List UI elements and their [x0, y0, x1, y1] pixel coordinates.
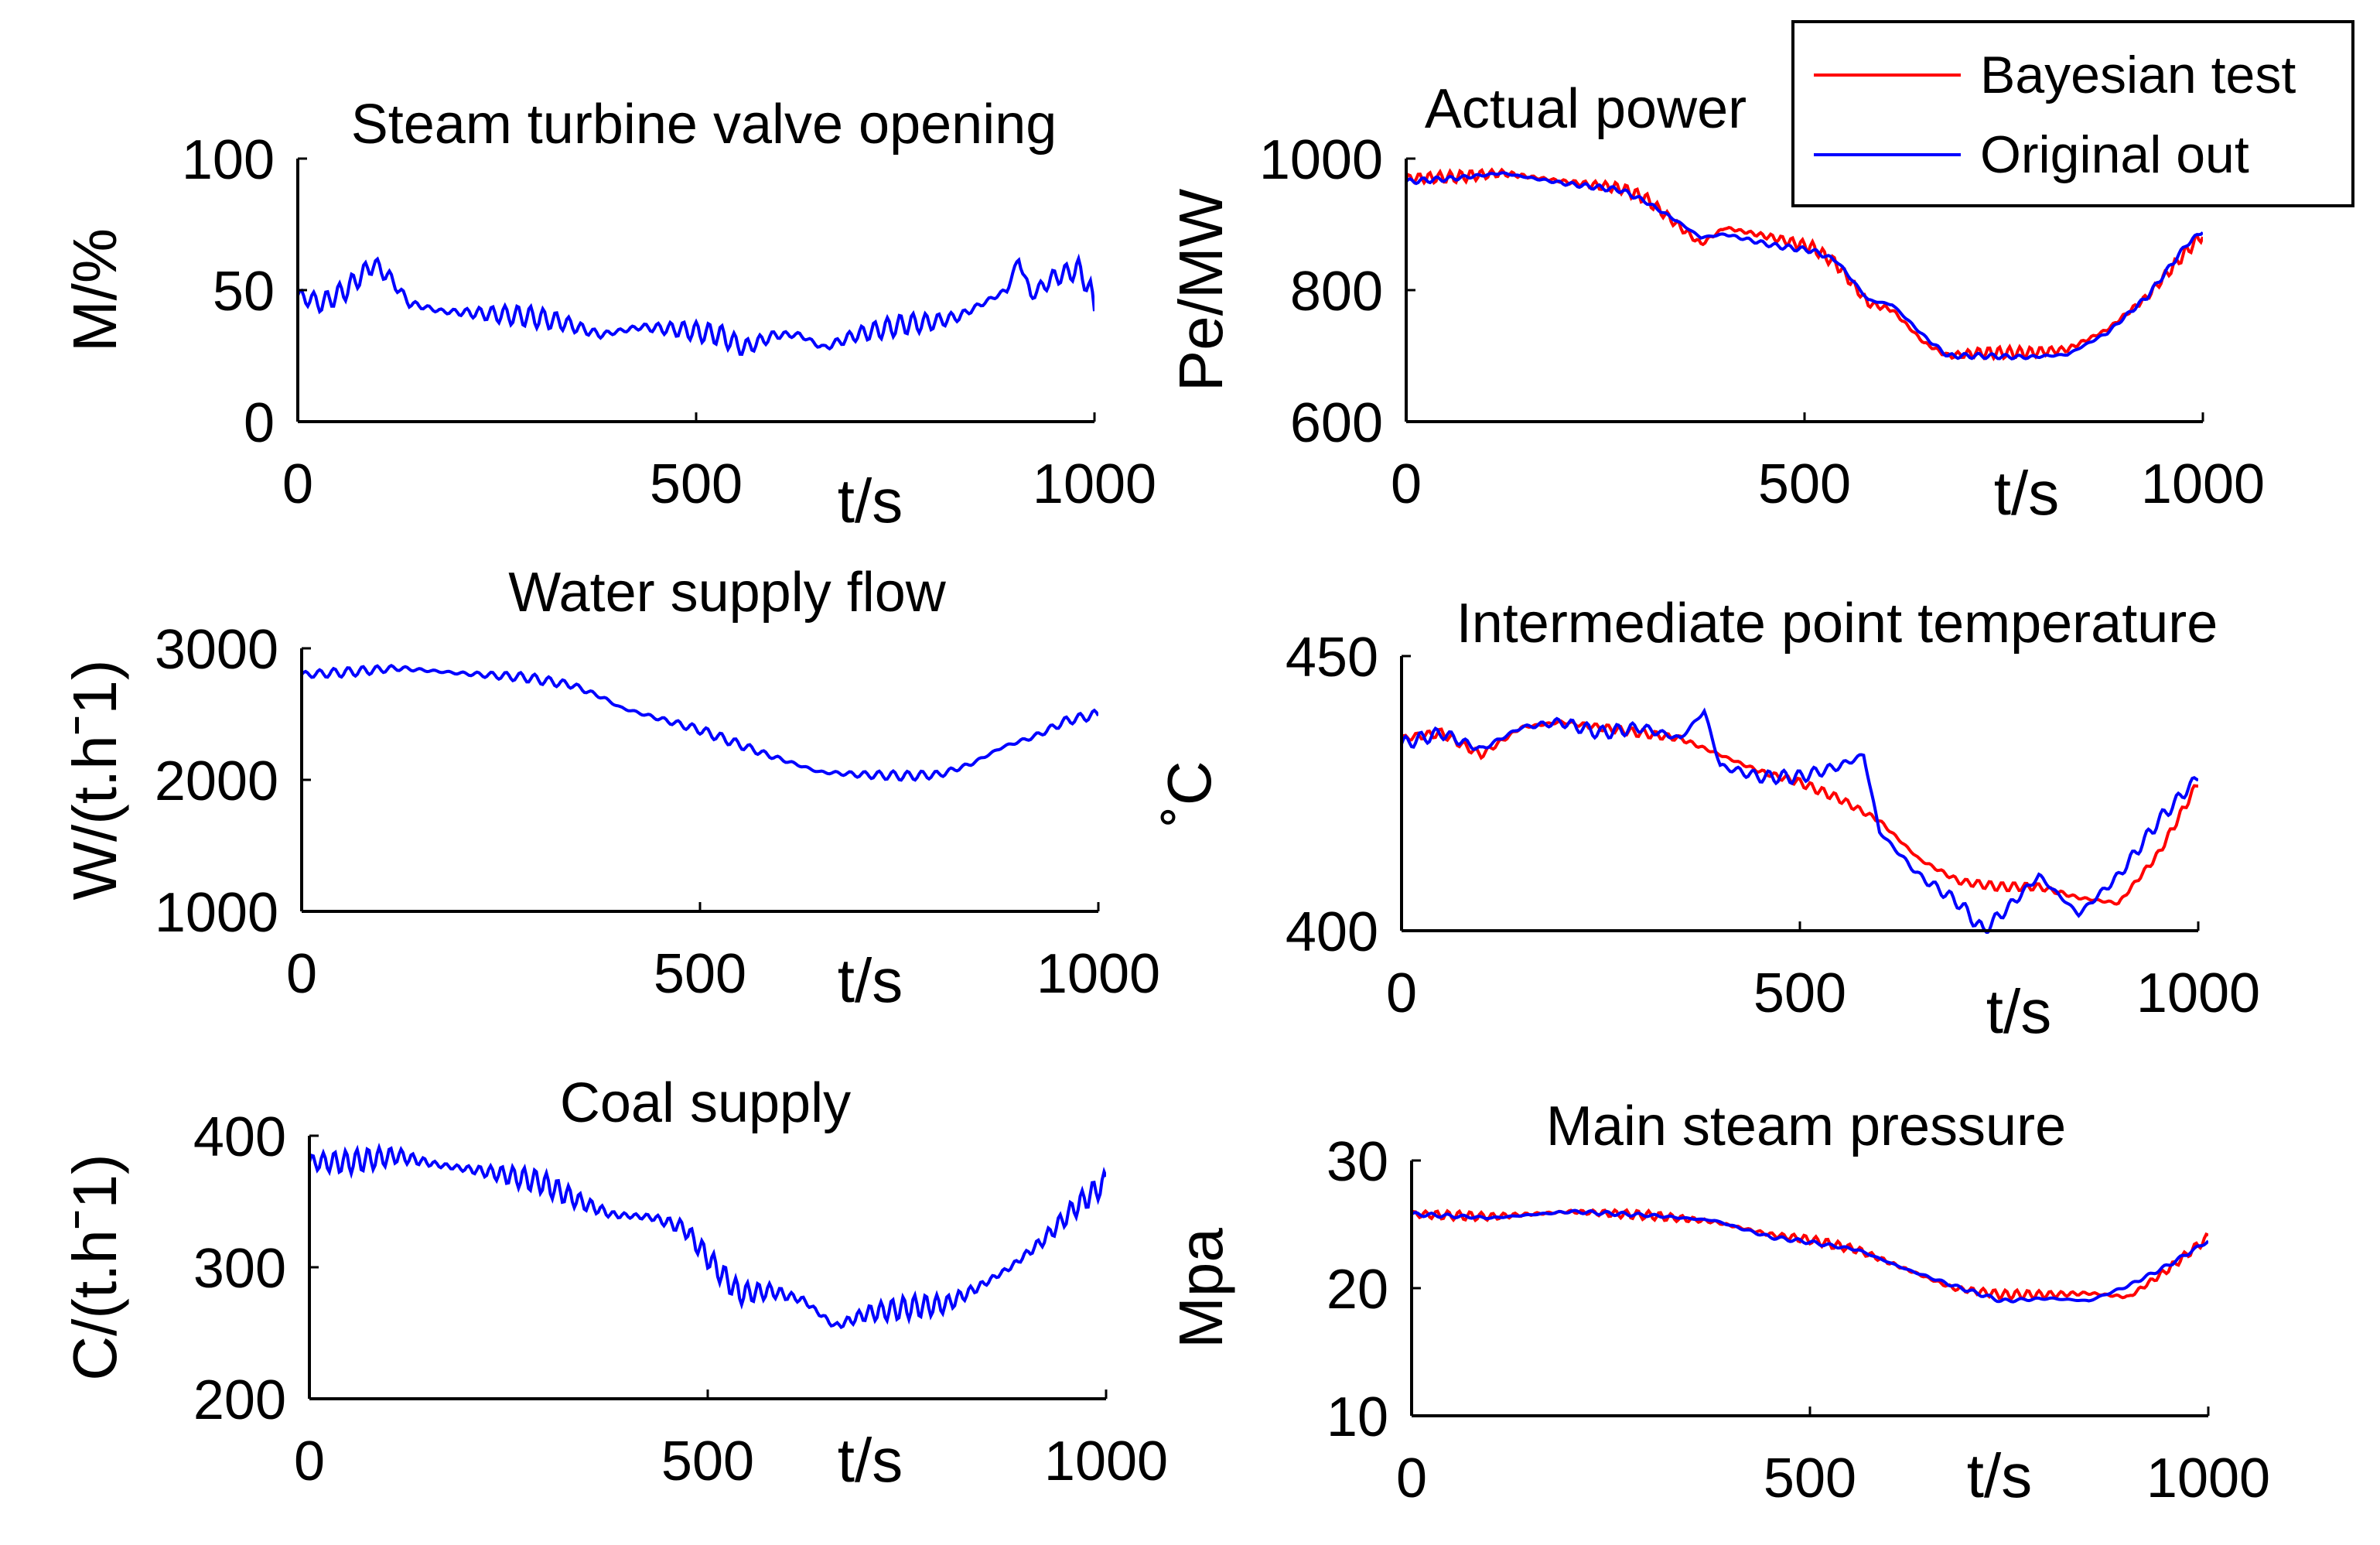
legend: Bayesian test Original out: [1791, 20, 2354, 207]
y-tick-label: 1000: [1259, 129, 1383, 191]
y-axis-label: C/(t.hˉ1): [60, 1154, 129, 1380]
x-tick-label: 500: [650, 453, 743, 515]
x-tick-label: 1000: [1033, 453, 1156, 515]
series-line-bayesian-test: [1412, 1208, 2208, 1302]
x-tick-label: 1000: [1036, 943, 1160, 1005]
chart-title: Coal supply: [560, 1072, 851, 1134]
y-tick-label: 400: [193, 1106, 286, 1168]
series-line-bayesian-test: [1402, 719, 2198, 906]
series-line-original-out: [1412, 1208, 2208, 1304]
x-tick-label: 1000: [2136, 962, 2260, 1024]
chart-panel-3: Coal supply 0 500 1000 200 300 400 t/s C/(t.hˉ1): [60, 1072, 1168, 1495]
x-tick-label: 1000: [2146, 1448, 2270, 1509]
series-line-original-out: [1406, 171, 2203, 361]
chart-title: Intermediate point temperature: [1456, 593, 2218, 655]
y-axis-label: M/%: [60, 228, 129, 352]
x-tick-label: 0: [282, 453, 313, 515]
legend-box: [1791, 20, 2354, 207]
chart-title: Actual power: [1425, 78, 1747, 140]
y-tick-label: 1000: [155, 882, 278, 944]
chart-title: Water supply flow: [508, 562, 947, 624]
y-tick-label: 10: [1327, 1386, 1388, 1448]
y-tick-label: 0: [244, 392, 275, 454]
x-axis-label: t/s: [838, 467, 903, 535]
y-tick-label: 20: [1327, 1259, 1388, 1321]
x-tick-label: 500: [1753, 962, 1846, 1024]
x-tick-label: 0: [1391, 453, 1422, 515]
x-tick-label: 1000: [1044, 1430, 1168, 1492]
chart-title: Main steam pressure: [1546, 1096, 2066, 1157]
series-line-original-out: [298, 253, 1094, 356]
chart-panel-2: Water supply flow 0 500 1000 1000 2000 3000 t/s…: [60, 562, 1160, 1015]
x-tick-label: 500: [1764, 1448, 1856, 1509]
y-tick-label: 400: [1286, 901, 1378, 963]
x-axis-label: t/s: [1986, 977, 2051, 1046]
series-line-original-out: [309, 1142, 1106, 1330]
series-line-original-out: [1402, 707, 2198, 934]
x-tick-label: 0: [286, 943, 317, 1005]
series-line-original-out: [302, 664, 1098, 782]
y-tick-label: 300: [193, 1238, 286, 1300]
y-tick-label: 2000: [155, 750, 278, 812]
x-tick-label: 0: [294, 1430, 325, 1492]
y-tick-label: 100: [182, 129, 275, 191]
y-tick-label: 50: [213, 261, 275, 323]
x-tick-label: 500: [661, 1430, 754, 1492]
chart-panel-4: Actual power 0 500 1000 600 800 1000 t/s Pe/MW: [1166, 78, 2265, 528]
y-axis-label: ˚C: [1155, 761, 1224, 825]
y-tick-label: 200: [193, 1369, 286, 1431]
y-tick-label: 800: [1290, 261, 1383, 323]
x-tick-label: 1000: [2141, 453, 2265, 515]
x-axis-label: t/s: [838, 946, 903, 1015]
x-axis-label: t/s: [1967, 1441, 2032, 1510]
y-tick-label: 450: [1286, 627, 1378, 689]
chart-panel-5: Intermediate point temperature 0 500 1000 40…: [1155, 593, 2260, 1046]
x-tick-label: 0: [1386, 962, 1417, 1024]
x-axis-label: t/s: [1994, 459, 2059, 528]
y-axis-label: W/(t.hˉ1): [60, 659, 129, 900]
y-axis-label: Pe/MW: [1166, 188, 1235, 391]
y-tick-label: 30: [1327, 1131, 1388, 1193]
chart-panel-6: Main steam pressure 0 500 1000 10 20 30 t/s Mpa: [1166, 1096, 2270, 1510]
x-tick-label: 0: [1396, 1448, 1427, 1509]
x-tick-label: 500: [654, 943, 746, 1005]
y-tick-label: 3000: [155, 619, 278, 681]
chart-title: Steam turbine valve opening: [351, 94, 1057, 156]
chart-panel-1: Steam turbine valve opening 0 500 1000 0 50 10…: [60, 94, 1156, 535]
y-axis-label: Mpa: [1166, 1228, 1235, 1348]
legend-label-bayesian: Bayesian test: [1980, 46, 2296, 104]
x-tick-label: 500: [1758, 453, 1851, 515]
legend-label-original: Original out: [1980, 125, 2249, 184]
y-tick-label: 600: [1290, 392, 1383, 454]
x-axis-label: t/s: [838, 1426, 903, 1495]
